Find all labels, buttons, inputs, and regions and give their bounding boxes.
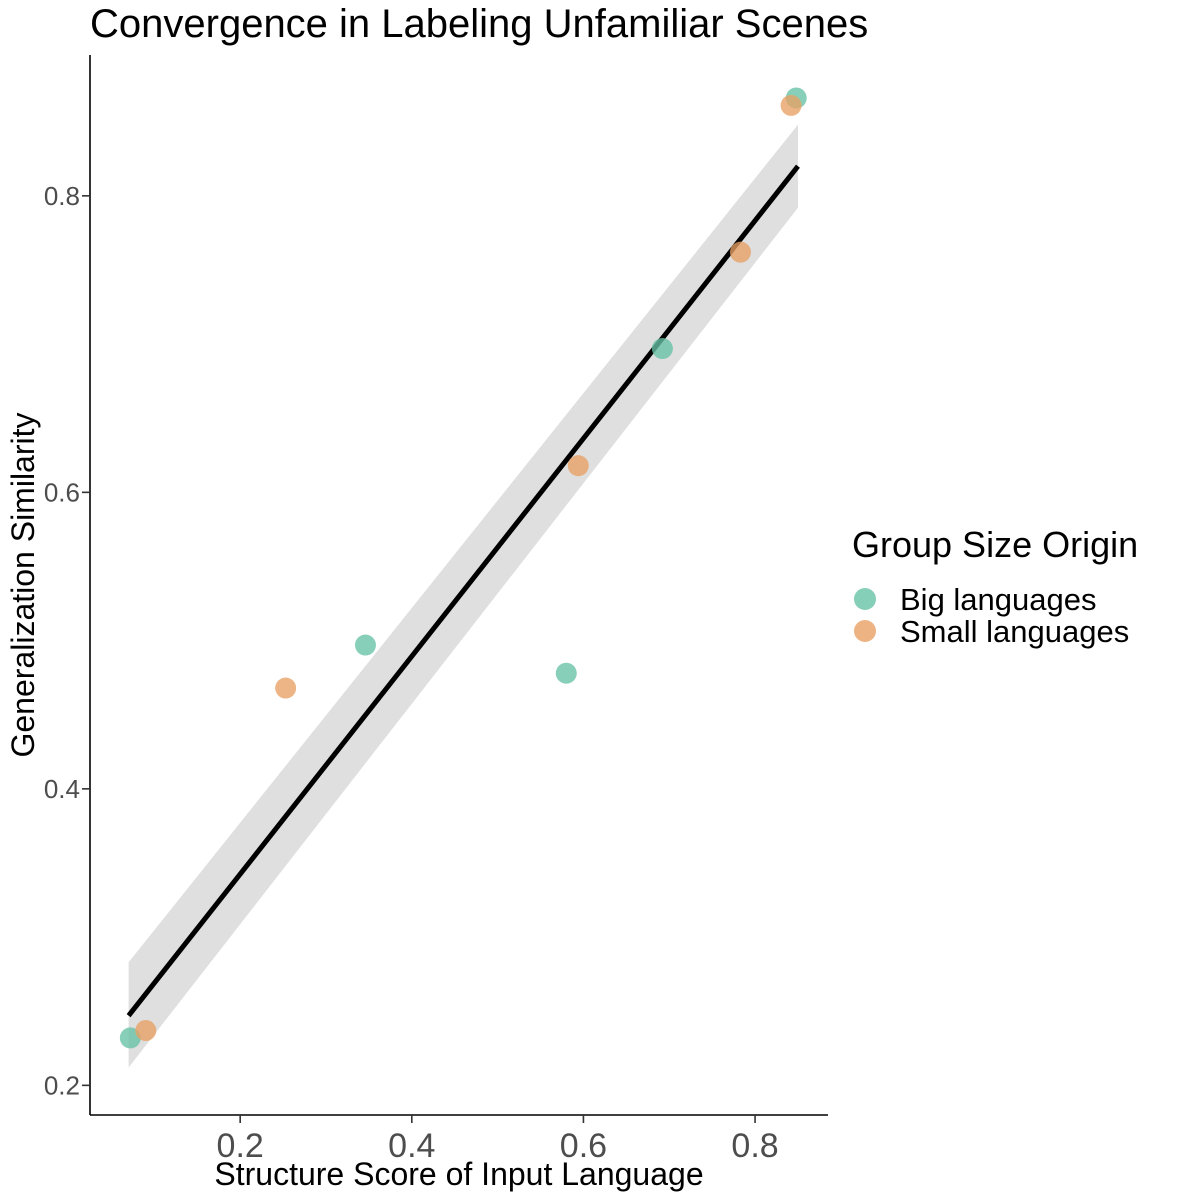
legend-key-small xyxy=(854,620,876,642)
data-point-small-2 xyxy=(275,677,297,699)
y-tick-label: 0.8 xyxy=(44,181,80,211)
data-point-small-5 xyxy=(780,94,802,116)
fit-line xyxy=(126,164,800,1018)
data-point-big-4 xyxy=(651,338,673,360)
y-tick-label: 0.2 xyxy=(44,1070,80,1100)
x-tick-label: 0.2 xyxy=(217,1127,264,1165)
x-tick-label: 0.6 xyxy=(560,1127,607,1165)
x-tick-label: 0.8 xyxy=(731,1127,778,1165)
data-point-big-2 xyxy=(354,634,376,656)
data-point-small-4 xyxy=(729,241,751,263)
points-layer xyxy=(119,87,807,1049)
data-point-small-3 xyxy=(567,455,589,477)
legend-key-big xyxy=(854,588,876,610)
confidence-band-layer xyxy=(128,124,798,1068)
fit-line-layer xyxy=(126,164,800,1018)
legend-label-small: Small languages xyxy=(900,614,1129,649)
legend-title: Group Size Origin xyxy=(852,524,1138,565)
confidence-band xyxy=(128,124,798,1068)
x-tick-label: 0.4 xyxy=(388,1127,435,1165)
legend-label-big: Big languages xyxy=(900,582,1097,617)
chart-title: Convergence in Labeling Unfamiliar Scene… xyxy=(90,2,868,46)
y-tick-label: 0.6 xyxy=(44,477,80,507)
data-point-small-1 xyxy=(135,1019,157,1041)
y-axis-title: Generalization Similarity xyxy=(5,412,41,757)
x-axis-title: Structure Score of Input Language xyxy=(214,1156,703,1192)
plot-area xyxy=(119,87,807,1068)
axes: 0.2 0.4 0.6 0.8 0.2 0.4 0.6 0.8 xyxy=(44,55,828,1165)
y-ticks: 0.2 0.4 0.6 0.8 xyxy=(44,181,90,1100)
y-tick-label: 0.4 xyxy=(44,774,80,804)
x-ticks: 0.2 0.4 0.6 0.8 xyxy=(217,1115,779,1165)
data-point-big-3 xyxy=(555,662,577,684)
